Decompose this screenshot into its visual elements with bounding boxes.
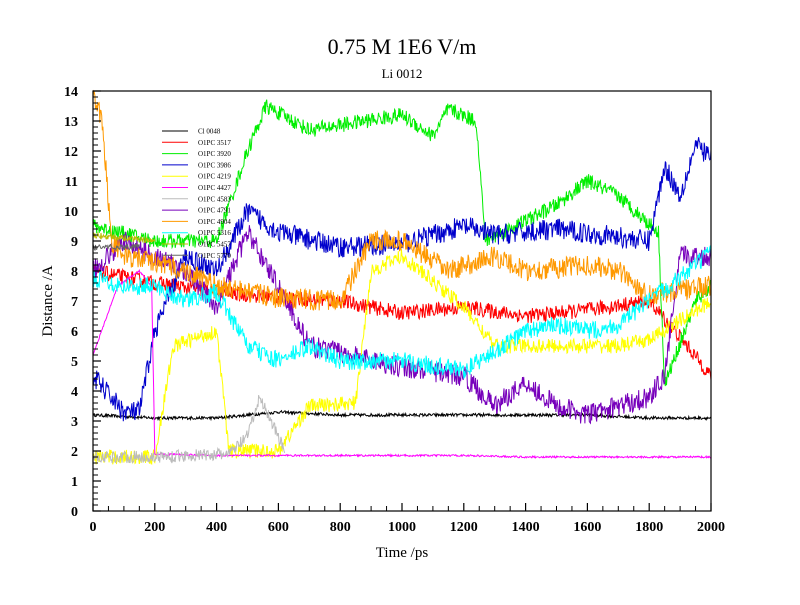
x-tick-label: 1600 (573, 520, 601, 535)
chart-title: 0.75 M 1E6 V/m (328, 34, 477, 59)
legend: Cl 0048 O1PC 3517 O1PC 3920 O1PC 3986 O1PC 4… (162, 128, 231, 260)
x-tick-label: 1800 (635, 520, 663, 535)
series-line-3 (92, 99, 712, 387)
legend-label: O1PC 4427 (198, 184, 231, 192)
series-line-10 (92, 245, 712, 379)
chart-subtitle: Li 0012 (382, 66, 423, 81)
series-line-2 (92, 264, 712, 381)
legend-label: O1PC 5457 (198, 241, 231, 249)
series-layer (92, 89, 712, 466)
x-tick-label: 800 (330, 520, 351, 535)
x-tick-label: 2000 (697, 520, 725, 535)
y-tick-label: 5 (71, 355, 78, 370)
y-tick-label: 10 (64, 205, 78, 220)
legend-label: O1PC 4583 (198, 195, 231, 203)
y-tick-label: 13 (64, 115, 78, 130)
legend-label: O1PC 5316 (198, 229, 231, 237)
series-line-9 (92, 89, 712, 311)
x-tick-label: 1200 (450, 520, 478, 535)
y-tick-label: 12 (64, 145, 78, 160)
series-line-4 (92, 137, 712, 422)
y-axis-label: Distance /A (40, 265, 56, 336)
legend-label: O1PC 4791 (198, 207, 231, 215)
legend-label: O1PC 4904 (198, 218, 231, 226)
y-tick-label: 1 (71, 475, 78, 490)
series-line-7 (92, 394, 286, 464)
x-tick-label: 1000 (388, 520, 416, 535)
legend-label: Cl 0048 (198, 128, 221, 136)
legend-label: O1PC 3517 (198, 139, 231, 147)
axes-layer: 0 200 400 600 800 1000 1200 1400 1600 1800 2000012… (64, 85, 725, 535)
series-line-12 (92, 242, 140, 252)
y-tick-label: 14 (64, 85, 78, 100)
x-tick-label: 1400 (512, 520, 540, 535)
legend-label: O1PC 3986 (198, 161, 231, 169)
x-tick-label: 600 (268, 520, 289, 535)
y-tick-label: 6 (71, 325, 78, 340)
y-tick-label: 3 (71, 415, 78, 430)
x-axis-label: Time /ps (376, 545, 429, 561)
legend-label: O1PC 3920 (198, 150, 231, 158)
y-tick-label: 2 (71, 445, 78, 460)
x-tick-label: 400 (206, 520, 227, 535)
y-tick-label: 4 (71, 385, 78, 400)
y-tick-label: 0 (71, 505, 78, 520)
legend-label: O1PC 5770 (198, 252, 231, 260)
x-tick-label: 0 (90, 520, 97, 535)
legend-label: O1PC 4219 (198, 173, 231, 181)
y-tick-label: 7 (71, 295, 78, 310)
series-line-11 (92, 231, 156, 244)
x-tick-label: 200 (144, 520, 165, 535)
y-tick-label: 9 (71, 235, 78, 250)
y-tick-label: 8 (71, 265, 78, 280)
y-tick-label: 11 (65, 175, 78, 190)
series-line-5 (92, 249, 712, 466)
